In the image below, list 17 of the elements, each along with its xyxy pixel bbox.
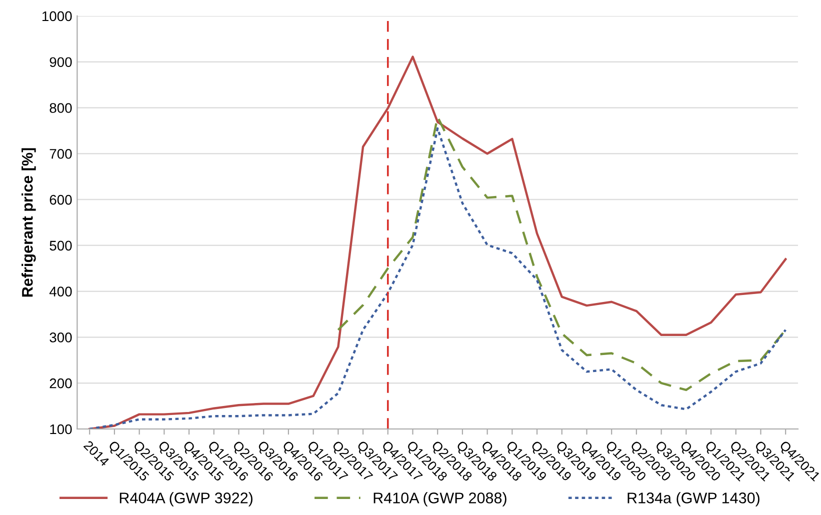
legend-label: R134a (GWP 1430) (628, 492, 760, 506)
y-tick-label: 1000 (42, 11, 72, 22)
y-axis-title: Refrigerant price [%] (22, 148, 36, 297)
y-tick-label: 800 (50, 103, 72, 113)
y-tick-label: 100 (50, 424, 72, 434)
y-tick-label: 300 (50, 332, 72, 342)
line-series (88, 127, 787, 429)
y-tick-label: 700 (50, 148, 72, 159)
y-tick-label: 500 (50, 240, 72, 251)
y-tick-label: 400 (49, 286, 72, 296)
legend-label: R404A (GWP 3922) (120, 492, 252, 506)
y-tick-label: 600 (50, 194, 72, 205)
legend-label: R410A (GWP 2088) (374, 492, 506, 506)
y-tick-label: 200 (50, 378, 72, 388)
line-series (88, 56, 787, 429)
line-series (337, 116, 787, 392)
y-tick-label: 900 (50, 57, 72, 68)
